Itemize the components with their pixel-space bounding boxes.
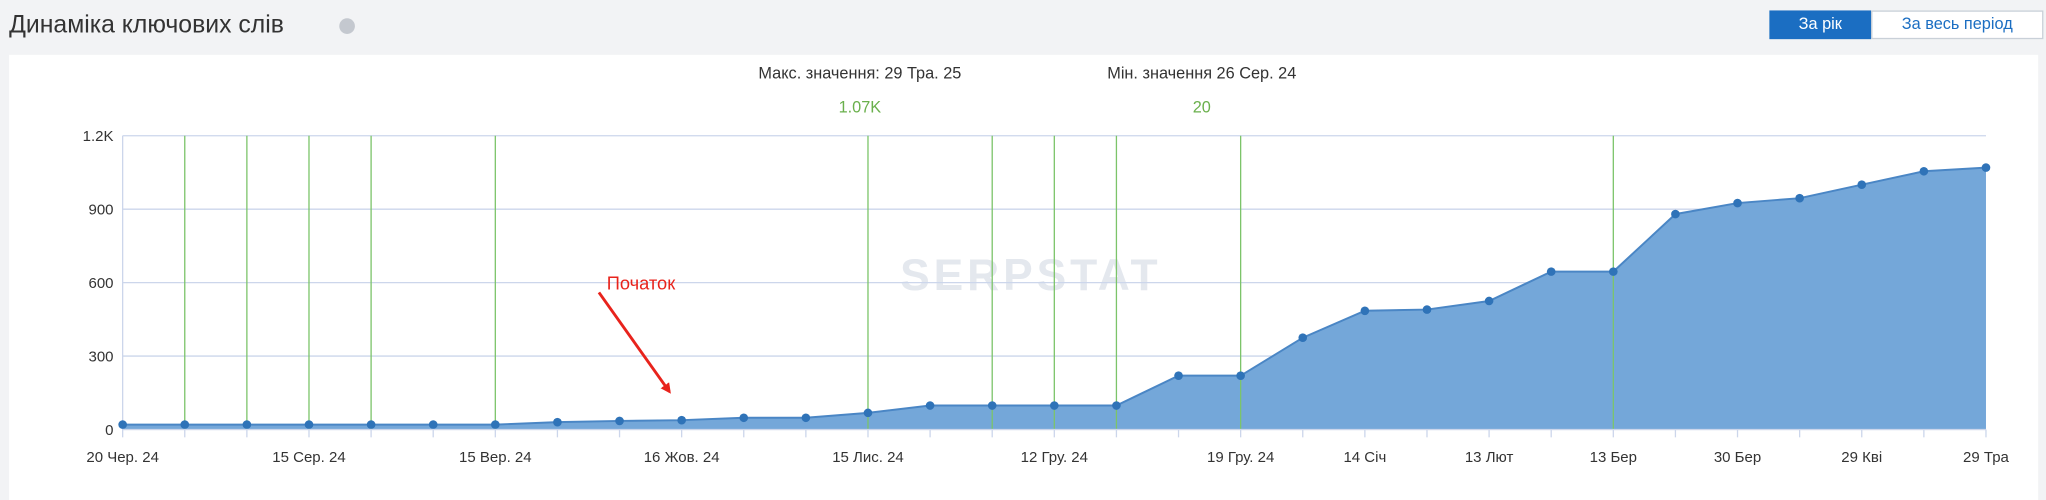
annotation-label: Початок (607, 272, 676, 293)
max-value: 1.07K (839, 99, 882, 117)
button-year-label[interactable]: За рік (1799, 15, 1843, 33)
min-caption: Мін. значення 26 Сер. 24 (1107, 65, 1296, 83)
point (366, 420, 376, 429)
point (1857, 180, 1867, 190)
point (118, 420, 127, 429)
x-tick-label: 15 Сер. 24 (272, 449, 345, 466)
point (1050, 401, 1059, 410)
point (1981, 163, 1991, 172)
point (428, 420, 438, 429)
point (677, 415, 686, 425)
point (863, 408, 873, 418)
page-title: Динаміка ключових слів (9, 12, 284, 39)
x-tick-label: 12 Гру. 24 (1021, 449, 1088, 466)
button-year[interactable] (1769, 10, 1872, 40)
point (925, 401, 935, 410)
point (242, 420, 252, 429)
x-tick-label: 29 Кві (1841, 449, 1882, 466)
point (304, 420, 314, 429)
annotation-arrow (597, 291, 671, 394)
x-tick-label: 15 Вер. 24 (459, 449, 532, 466)
x-tick-label: 30 Бер (1714, 449, 1761, 466)
x-tick-label: 13 Лют (1465, 449, 1514, 466)
point (180, 420, 190, 429)
point (1795, 193, 1804, 203)
point (491, 420, 500, 429)
point (1609, 267, 1618, 276)
point (739, 413, 749, 423)
point (1236, 371, 1245, 380)
point (1422, 305, 1432, 314)
min-value: 20 (1193, 99, 1211, 117)
x-tick-label: 13 Бер (1590, 449, 1637, 466)
y-tick-label: 600 (88, 275, 113, 292)
button-all[interactable] (1871, 10, 2044, 40)
x-tick-label: 14 Січ (1343, 449, 1386, 466)
point (553, 417, 562, 427)
point (801, 413, 811, 423)
button-all-label[interactable]: За весь період (1902, 15, 2013, 33)
point (1298, 333, 1308, 343)
point (987, 401, 997, 410)
max-caption: Макс. значення: 29 Тра. 25 (758, 65, 961, 83)
x-tick-label: 15 Лис. 24 (832, 449, 904, 466)
point (615, 416, 624, 426)
point (1484, 296, 1494, 306)
x-tick-label: 16 Жов. 24 (644, 449, 720, 466)
point (1112, 401, 1121, 410)
x-tick-label: 29 Тра (1963, 449, 2010, 466)
info-icon[interactable] (339, 18, 355, 34)
x-tick-label: 20 Чер. 24 (86, 449, 159, 466)
area (122, 167, 1986, 430)
point (1360, 306, 1370, 316)
watermark: SERPSTAT (900, 251, 1161, 300)
point (1546, 267, 1556, 276)
y-tick-label: 300 (88, 348, 113, 365)
point (1174, 371, 1183, 380)
y-tick-label: 1.2K (83, 128, 114, 145)
y-tick-label: 900 (88, 201, 113, 218)
point (1919, 166, 1929, 176)
y-tick-label: 0 (105, 422, 113, 439)
x-tick-label: 19 Гру. 24 (1207, 449, 1274, 466)
point (1671, 209, 1680, 219)
point (1733, 198, 1742, 208)
plot: 0 300 600 900 1.2K 20 Чер. 24 15 Сер. 24 15 Вер… (83, 128, 2010, 466)
